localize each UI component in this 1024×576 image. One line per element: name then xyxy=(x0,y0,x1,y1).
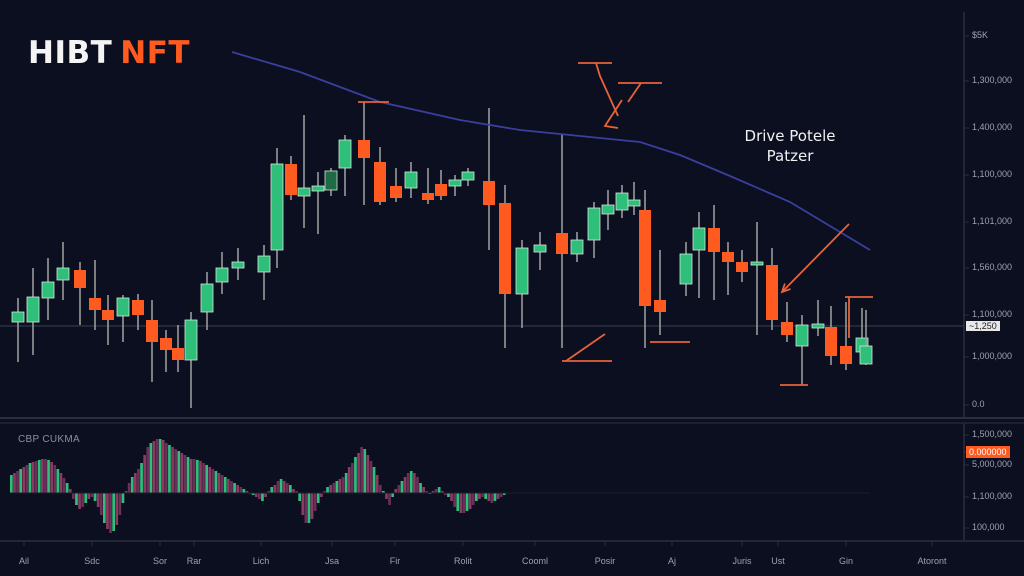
pattern-annotation: Drive Potele Patzer xyxy=(744,126,836,166)
x-axis-label: Rar xyxy=(186,556,202,566)
x-axis-label: Posir xyxy=(594,556,616,566)
x-axis-label: Jsa xyxy=(324,556,340,566)
indicator-label: CBP CUKMA xyxy=(18,434,80,445)
indicator-axis-label: 5,000,000 xyxy=(972,459,1013,469)
y-axis-label: 1,100,000 xyxy=(972,169,1013,179)
y-axis-label: 1,400,000 xyxy=(972,122,1013,132)
indicator-axis-label: 100,000 xyxy=(972,522,1005,532)
x-axis-label: Sdc xyxy=(84,556,100,566)
drawn-annotations xyxy=(358,62,873,386)
x-axis-label: Lich xyxy=(252,556,270,566)
y-axis-label: 1,101,000 xyxy=(972,216,1013,226)
x-axis-label: Juris xyxy=(732,556,752,566)
axes-frame xyxy=(0,12,1024,542)
y-axis-label: $5K xyxy=(972,30,989,40)
x-axis-label: Cooml xyxy=(521,556,549,566)
indicator-histogram xyxy=(10,439,506,533)
y-axis-label: 1,100,000 xyxy=(972,309,1013,319)
indicator-axis-label: 1,500,000 xyxy=(972,429,1013,439)
annotation-line-1: Drive Potele xyxy=(744,127,836,145)
indicator-value-tag: 0.000000 xyxy=(966,446,1010,458)
current-price-tag: ~1,250 xyxy=(966,321,1000,331)
moving-average-line xyxy=(231,51,871,251)
y-axis-label: 1,300,000 xyxy=(972,75,1013,85)
x-axis-label: Ust xyxy=(771,556,785,566)
y-axis-label: 0.0 xyxy=(972,399,985,409)
y-axis-label: 1,000,000 xyxy=(972,351,1013,361)
brand-logo: HIBT NFT xyxy=(28,38,190,69)
x-axis-label: Fir xyxy=(389,556,401,566)
candles xyxy=(11,102,873,408)
x-axis-label: Ail xyxy=(18,556,30,566)
y-axis-label: 1,560,000 xyxy=(972,262,1013,272)
indicator-axis-label: 1,100,000 xyxy=(972,491,1013,501)
x-axis-ticks xyxy=(23,541,933,546)
x-axis-label: Sor xyxy=(152,556,168,566)
annotation-line-2: Patzer xyxy=(766,147,814,165)
brand-hibt: HIBT xyxy=(28,35,113,71)
x-axis-label: Rolit xyxy=(453,556,473,566)
brand-nft: NFT xyxy=(120,35,191,71)
x-axis-label: Aj xyxy=(667,556,677,566)
x-axis-label: Atoront xyxy=(917,556,947,566)
x-axis-label: Gin xyxy=(838,556,854,566)
